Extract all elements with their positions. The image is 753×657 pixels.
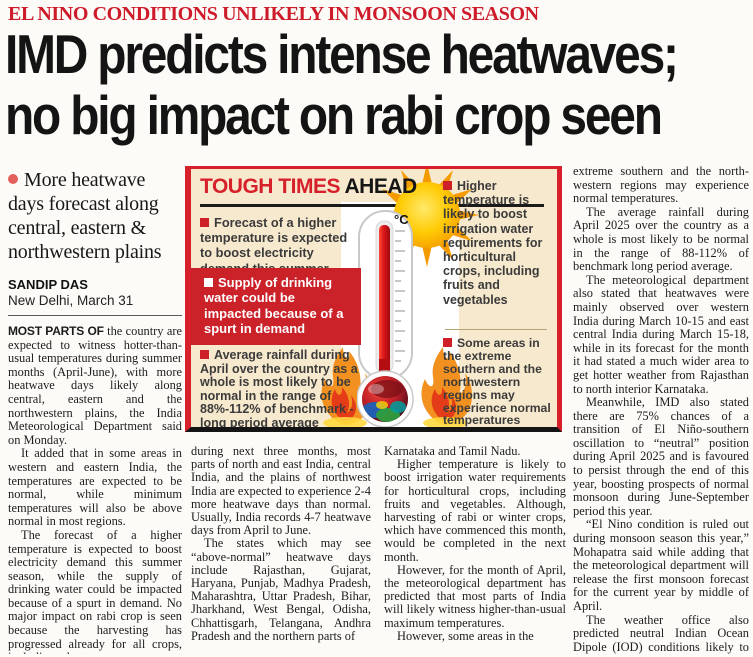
column-2: during next three months, most parts of … (191, 445, 371, 655)
standfirst-text: More heatwave days forecast along centra… (8, 169, 162, 263)
thermometer-icon: °C (356, 209, 415, 427)
infographic-title: TOUGH TIMES AHEAD (200, 175, 417, 199)
standfirst: More heatwave days forecast along centra… (8, 168, 182, 264)
infographic-bullet-3: Higher temperature is likely to boost ir… (443, 179, 543, 307)
body-paragraph: extreme southern and the north-western r… (573, 165, 749, 206)
infographic-inner: TOUGH TIMES AHEAD Forecast of a higher t… (191, 169, 557, 427)
lead-paragraph: MOST PARTS OF the country are expected t… (8, 324, 182, 447)
highlight-box: Supply of drinking water could be impact… (191, 268, 361, 346)
lead-in: MOST PARTS OF (8, 324, 104, 338)
infographic-divider (445, 329, 547, 330)
headline-line-1: IMD predicts intense heatwaves; (5, 23, 679, 85)
body-paragraph: However, for the month of April, the met… (384, 562, 566, 630)
body-paragraph: The meteorological department also state… (573, 272, 749, 396)
lead-rest: the country are expected to witness hott… (8, 324, 182, 447)
column-4: extreme southern and the north-western r… (573, 165, 749, 655)
kicker-headline: EL NINO CONDITIONS UNLIKELY IN MONSOON S… (8, 3, 539, 25)
infographic-title-black: AHEAD (339, 175, 418, 198)
infographic-bullet-2: Average rainfall during April over the c… (200, 348, 358, 427)
infographic-bullet-4: Some areas in the extreme southern and t… (443, 336, 551, 427)
column-1-body: MOST PARTS OF the country are expected t… (8, 324, 182, 654)
bullet-dot-icon (8, 174, 18, 184)
column-2-body: during next three months, most parts of … (191, 445, 371, 643)
headline-line-2: no big impact on rabi crop seen (5, 84, 663, 146)
body-paragraph: “El Nino condition is ruled out during m… (573, 517, 749, 613)
column-3: Karnataka and Tamil Nadu. Higher temperat… (384, 445, 566, 655)
column-4-body: extreme southern and the north-western r… (573, 165, 749, 655)
thermometer-unit-label: °C (394, 212, 409, 227)
infographic-panel: TOUGH TIMES AHEAD Forecast of a higher t… (185, 166, 562, 432)
square-bullet-icon (200, 350, 209, 359)
column-1: More heatwave days forecast along centra… (8, 168, 182, 654)
byline-dateline: New Delhi, March 31 (8, 293, 134, 308)
square-bullet-icon (443, 338, 452, 347)
body-paragraph: The weather office also predicted neutra… (573, 612, 749, 655)
body-paragraph: It added that in some areas in western a… (8, 446, 182, 529)
byline-rule (8, 315, 182, 316)
body-paragraph: The states which may see “above-normal” … (191, 536, 371, 643)
title-underline (200, 204, 544, 207)
body-paragraph: during next three months, most parts of … (191, 445, 371, 538)
column-3-body: Karnataka and Tamil Nadu. Higher temperat… (384, 445, 566, 643)
byline-author: SANDIP DAS (8, 277, 88, 292)
square-bullet-icon (443, 181, 452, 190)
infographic-title-red: TOUGH TIMES (200, 175, 340, 198)
body-paragraph: Higher temperature is likely to boost ir… (384, 457, 566, 564)
body-paragraph: Karnataka and Tamil Nadu. (384, 445, 521, 458)
body-paragraph: The average rainfall during April 2025 o… (573, 204, 749, 274)
body-paragraph: However, some areas in the (397, 628, 534, 643)
body-paragraph: Meanwhile, IMD also stated there are 75%… (573, 395, 749, 518)
square-bullet-icon (200, 218, 209, 227)
body-paragraph: The forecast of a higher temperature is … (8, 527, 182, 654)
square-bullet-icon (204, 278, 213, 287)
main-headline: IMD predicts intense heatwaves; no big i… (5, 24, 753, 146)
